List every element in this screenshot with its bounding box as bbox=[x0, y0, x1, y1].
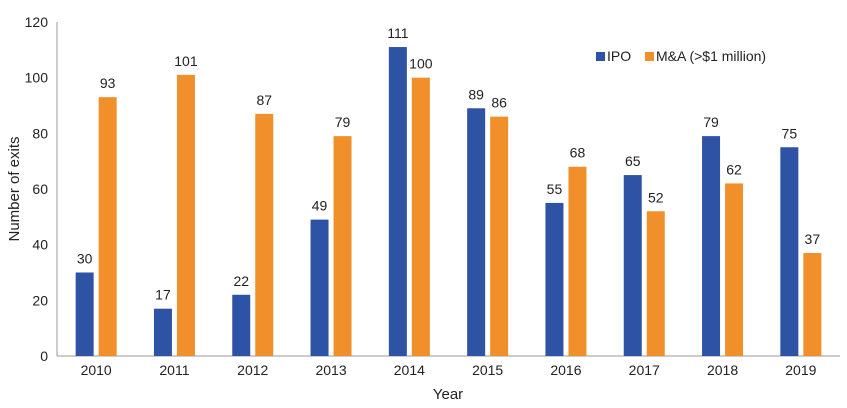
bar-m-a-1-million-2018 bbox=[725, 183, 744, 356]
bar-m-a-1-million-2010 bbox=[98, 97, 117, 357]
legend-label-ipo: IPO bbox=[607, 48, 631, 64]
x-tick-label-2011: 2011 bbox=[159, 362, 189, 378]
y-axis-title: Number of exits bbox=[6, 136, 23, 241]
x-tick-label-2016: 2016 bbox=[550, 362, 581, 378]
bar-ipo-2019 bbox=[780, 147, 799, 356]
bar-ipo-2014 bbox=[388, 47, 407, 357]
data-label-m-a-1-million-2017: 52 bbox=[648, 189, 664, 205]
legend-swatch-ipo bbox=[596, 52, 605, 61]
data-label-ipo-2012: 22 bbox=[233, 273, 249, 289]
data-label-ipo-2013: 49 bbox=[312, 198, 328, 214]
data-label-ipo-2011: 17 bbox=[155, 287, 171, 303]
x-tick-label-2012: 2012 bbox=[237, 362, 268, 378]
bar-ipo-2012 bbox=[232, 294, 251, 356]
legend: IPO M&A (>$1 million) bbox=[596, 48, 766, 64]
x-tick-label-2010: 2010 bbox=[81, 362, 112, 378]
data-label-ipo-2015: 89 bbox=[468, 86, 484, 102]
bar-m-a-1-million-2019 bbox=[803, 253, 822, 356]
y-tick-labels: 0 20 40 60 80 100 120 bbox=[25, 14, 49, 364]
data-label-m-a-1-million-2013: 79 bbox=[335, 114, 351, 130]
bar-m-a-1-million-2014 bbox=[411, 77, 430, 357]
data-label-m-a-1-million-2012: 87 bbox=[256, 92, 272, 108]
data-label-m-a-1-million-2011: 101 bbox=[174, 53, 198, 69]
data-label-m-a-1-million-2014: 100 bbox=[409, 56, 433, 72]
y-tick-label-120: 120 bbox=[25, 14, 49, 30]
x-tick-label-2013: 2013 bbox=[315, 362, 346, 378]
data-label-m-a-1-million-2016: 68 bbox=[570, 145, 586, 161]
data-label-ipo-2010: 30 bbox=[77, 251, 93, 267]
data-label-m-a-1-million-2015: 86 bbox=[491, 95, 507, 111]
bar-ipo-2011 bbox=[153, 308, 172, 356]
y-tick-label-80: 80 bbox=[32, 125, 48, 141]
y-tick-label-0: 0 bbox=[40, 348, 48, 364]
data-label-m-a-1-million-2018: 62 bbox=[726, 161, 742, 177]
data-label-ipo-2014: 111 bbox=[387, 25, 408, 41]
bar-ipo-2010 bbox=[75, 272, 94, 356]
bar-ipo-2017 bbox=[623, 175, 642, 356]
bar-m-a-1-million-2011 bbox=[176, 74, 195, 356]
x-tick-label-2019: 2019 bbox=[785, 362, 816, 378]
x-tick-label-2018: 2018 bbox=[707, 362, 738, 378]
data-label-ipo-2017: 65 bbox=[625, 153, 641, 169]
data-label-ipo-2016: 55 bbox=[547, 181, 563, 197]
data-label-m-a-1-million-2010: 93 bbox=[100, 75, 116, 91]
legend-label-ma: M&A (>$1 million) bbox=[656, 48, 766, 64]
x-tick-labels: 2010 2011 2012 2013 2014 2015 2016 2017 2018 2019 bbox=[81, 362, 817, 378]
bar-m-a-1-million-2015 bbox=[490, 116, 509, 356]
y-tick-label-40: 40 bbox=[32, 237, 48, 253]
y-tick-label-20: 20 bbox=[32, 292, 48, 308]
bar-ipo-2018 bbox=[702, 136, 721, 356]
bars bbox=[75, 47, 822, 357]
data-label-ipo-2019: 75 bbox=[782, 125, 798, 141]
bar-m-a-1-million-2013 bbox=[333, 136, 352, 356]
y-tick-label-60: 60 bbox=[32, 181, 48, 197]
x-tick-label-2015: 2015 bbox=[472, 362, 503, 378]
data-label-m-a-1-million-2019: 37 bbox=[805, 231, 821, 247]
bar-m-a-1-million-2017 bbox=[646, 211, 665, 356]
bar-ipo-2016 bbox=[545, 202, 564, 356]
x-tick-label-2014: 2014 bbox=[394, 362, 425, 378]
bar-m-a-1-million-2016 bbox=[568, 166, 587, 356]
legend-swatch-ma bbox=[645, 52, 654, 61]
x-axis-title: Year bbox=[433, 386, 463, 403]
bar-ipo-2015 bbox=[467, 108, 486, 357]
bar-ipo-2013 bbox=[310, 219, 329, 356]
x-tick-label-2017: 2017 bbox=[629, 362, 660, 378]
bar-m-a-1-million-2012 bbox=[255, 113, 274, 356]
data-label-ipo-2018: 79 bbox=[703, 114, 719, 130]
y-tick-label-100: 100 bbox=[25, 70, 49, 86]
